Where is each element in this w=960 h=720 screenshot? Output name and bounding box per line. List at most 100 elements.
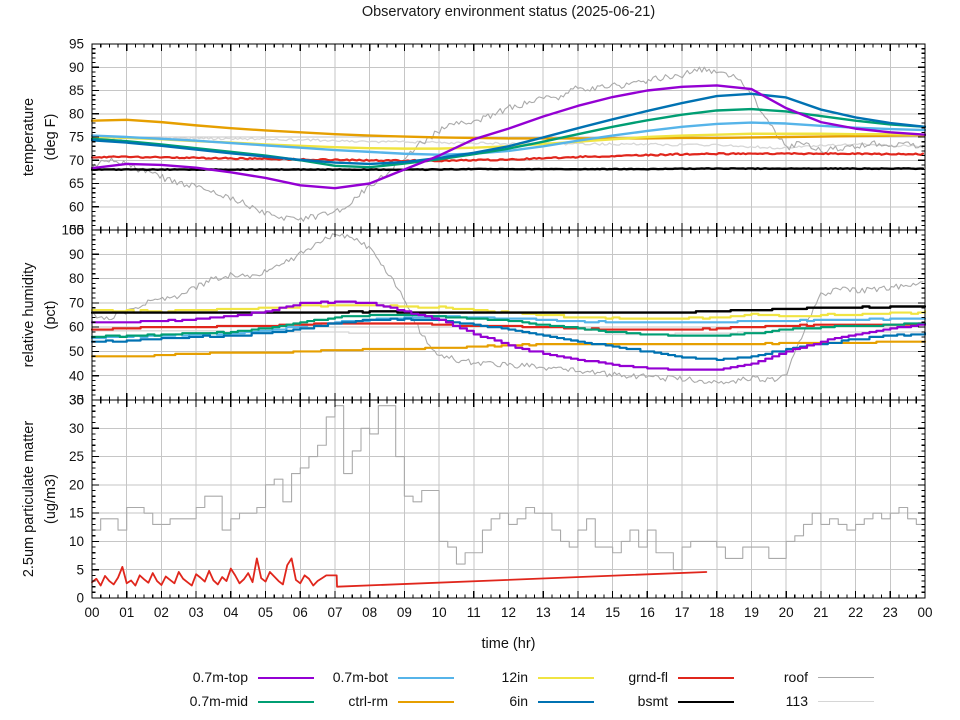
- series-113-temperature: [91, 136, 924, 150]
- chart-title: Observatory environment status (2025-06-…: [361, 4, 656, 20]
- series-roof-particulate-matter: [91, 405, 926, 571]
- x-tick-label: 06: [293, 605, 308, 620]
- legend-label-0.7m-top: 0.7m-top: [192, 669, 248, 685]
- series-6in-relative-humidity: [91, 317, 926, 362]
- x-tick-label: 15: [605, 605, 620, 620]
- x-tick-label: 05: [258, 605, 273, 620]
- series-ctrl-rm-temperature: [91, 118, 926, 140]
- legend-label-bsmt: bsmt: [637, 693, 668, 709]
- legend-swatch-0.7m-top: [258, 677, 314, 679]
- series-0.7m-mid-temperature: [91, 107, 926, 169]
- x-tick-label: 04: [223, 605, 239, 620]
- x-tick-label: 09: [397, 605, 412, 620]
- series-bsmt-relative-humidity: [91, 305, 926, 314]
- series-grnd-fl-relative-humidity: [91, 322, 926, 331]
- y-tick-label: 10: [69, 534, 84, 549]
- x-tick-label: 23: [883, 605, 898, 620]
- series-group-particulate-matter: [91, 405, 926, 588]
- y-tick-labels-relative-humidity: 30 40 50 60 70 80 90 100: [61, 223, 84, 408]
- x-tick-label: 17: [675, 605, 690, 620]
- series-group-temperature: [91, 66, 926, 222]
- x-tick-label: 20: [779, 605, 794, 620]
- x-tick-label: 10: [432, 605, 447, 620]
- y-tick-label: 35: [69, 393, 84, 408]
- x-tick-label: 11: [467, 605, 481, 620]
- legend-label-grnd-fl: grnd-fl: [628, 669, 668, 685]
- series-roof-relative-humidity: [91, 233, 924, 385]
- y-tick-label: 90: [69, 247, 84, 262]
- series-grnd-fl-particulate-matter: [91, 557, 708, 588]
- series-113-relative-humidity: [91, 330, 926, 336]
- y-tick-label: 90: [69, 60, 84, 75]
- y-tick-label: 60: [69, 320, 84, 335]
- y-tick-labels-temperature: 55 60 65 70 75 80 85 90 95: [69, 37, 84, 238]
- x-tick-label: 16: [640, 605, 655, 620]
- y-tick-label: 65: [69, 176, 84, 191]
- series-0.7m-top-temperature: [91, 84, 926, 190]
- series-roof-temperature: [91, 66, 924, 222]
- legend-swatch-0.7m-mid: [258, 701, 314, 703]
- x-tick-label: 22: [848, 605, 863, 620]
- grid-particulate-matter: [92, 400, 925, 598]
- y-tick-label: 60: [69, 199, 84, 214]
- x-tick-label: 00: [84, 605, 99, 620]
- series-0.7m-bot-temperature: [91, 121, 926, 156]
- legend-label-ctrl-rm: ctrl-rm: [348, 693, 388, 709]
- y-tick-label: 70: [69, 153, 84, 168]
- y-tick-label: 70: [69, 295, 84, 310]
- legend-swatch-bsmt: [678, 701, 734, 703]
- series-0.7m-mid-relative-humidity: [91, 313, 926, 338]
- y-tick-label: 20: [69, 477, 84, 492]
- y-tick-label: 30: [69, 393, 84, 408]
- y-tick-label: 15: [69, 506, 84, 521]
- x-tick-label: 01: [119, 605, 134, 620]
- legend-swatch-6in: [538, 701, 594, 703]
- x-tick-label: 21: [813, 605, 828, 620]
- y-tick-label: 5: [76, 562, 84, 577]
- series-group-relative-humidity: [91, 233, 926, 385]
- y-tick-label: 75: [69, 130, 84, 145]
- series-grnd-fl-temperature: [91, 151, 925, 163]
- x-tick-label: 08: [362, 605, 377, 620]
- legend-swatch-ctrl-rm: [398, 701, 454, 703]
- legend-label-113: 113: [785, 693, 808, 709]
- x-tick-label: 14: [570, 605, 586, 620]
- series-12in-relative-humidity: [91, 304, 926, 320]
- series-ctrl-rm-relative-humidity: [91, 340, 926, 358]
- series-0.7m-top-relative-humidity: [91, 300, 926, 371]
- y-tick-label: 100: [61, 223, 84, 238]
- y-tick-label: 0: [76, 591, 84, 606]
- y-tick-label: 25: [69, 449, 84, 464]
- legend-swatch-12in: [538, 677, 594, 679]
- y-tick-label: 80: [69, 106, 84, 121]
- series-6in-temperature: [91, 92, 926, 166]
- grid-relative-humidity: [92, 230, 925, 400]
- x-axis-title: time (hr): [481, 636, 536, 652]
- legend-label-0.7m-mid: 0.7m-mid: [189, 693, 248, 709]
- x-tick-label: 03: [189, 605, 204, 620]
- x-tick-label: 07: [327, 605, 342, 620]
- legend-swatch-113: [818, 701, 874, 702]
- legend-swatch-0.7m-bot: [398, 677, 454, 679]
- x-tick-label: 12: [501, 605, 516, 620]
- series-bsmt-temperature: [91, 167, 925, 172]
- legend-label-6in: 6in: [509, 693, 528, 709]
- x-tick-label: 18: [709, 605, 724, 620]
- x-tick-label: 02: [154, 605, 169, 620]
- y-tick-label: 30: [69, 421, 84, 436]
- legend-label-0.7m-bot: 0.7m-bot: [332, 669, 388, 685]
- x-tick-labels: 00 01 02 03 04 05 06 07 08 09 10 11 12 13 14 15 16 17 18 19…: [84, 605, 932, 620]
- y-tick-label: 40: [69, 368, 84, 383]
- legend-swatch-grnd-fl: [678, 677, 734, 679]
- y-tick-label: 80: [69, 271, 84, 286]
- y-tick-label: 50: [69, 344, 84, 359]
- y-tick-label: 55: [69, 223, 84, 238]
- y-tick-label: 85: [69, 83, 84, 98]
- legend-swatch-roof: [818, 677, 874, 678]
- x-tick-label: 13: [536, 605, 551, 620]
- x-tick-label: 19: [744, 605, 759, 620]
- axes-particulate-matter: [91, 399, 926, 599]
